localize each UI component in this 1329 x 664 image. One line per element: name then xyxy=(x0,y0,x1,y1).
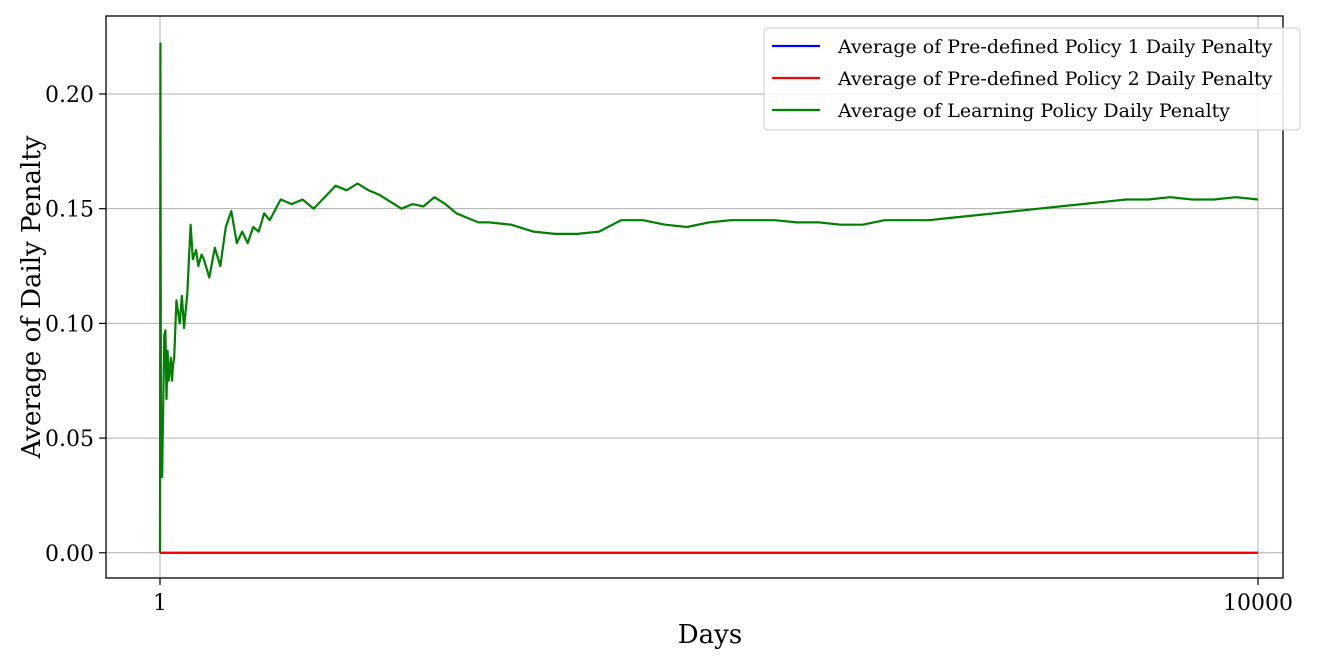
series-line-3 xyxy=(158,42,1259,553)
y-axis-title: Average of Daily Penalty xyxy=(17,135,47,459)
plot-frame xyxy=(105,15,1284,579)
y-tick-label: 0.15 xyxy=(45,198,94,223)
legend: Average of Pre-defined Policy 1 Daily Pe… xyxy=(763,27,1301,131)
y-tick-label: 0.10 xyxy=(45,312,94,337)
legend-box xyxy=(763,27,1301,131)
y-axis: 0.00 0.05 0.10 0.15 0.20 xyxy=(45,83,106,567)
legend-label: Average of Learning Policy Daily Penalty xyxy=(837,100,1230,122)
y-tick-label: 0.05 xyxy=(45,427,94,452)
x-tick-label: 10000 xyxy=(1223,591,1293,616)
series-group xyxy=(158,42,1259,554)
y-tick-label: 0.20 xyxy=(45,83,94,108)
legend-label: Average of Pre-defined Policy 2 Daily Pe… xyxy=(837,68,1273,90)
y-tick-label: 0.00 xyxy=(45,542,94,567)
x-tick-label: 1 xyxy=(153,591,167,616)
legend-label: Average of Pre-defined Policy 1 Daily Pe… xyxy=(837,36,1273,58)
x-axis-title: Days xyxy=(678,620,742,650)
x-axis: 1 10000 xyxy=(153,578,1293,616)
